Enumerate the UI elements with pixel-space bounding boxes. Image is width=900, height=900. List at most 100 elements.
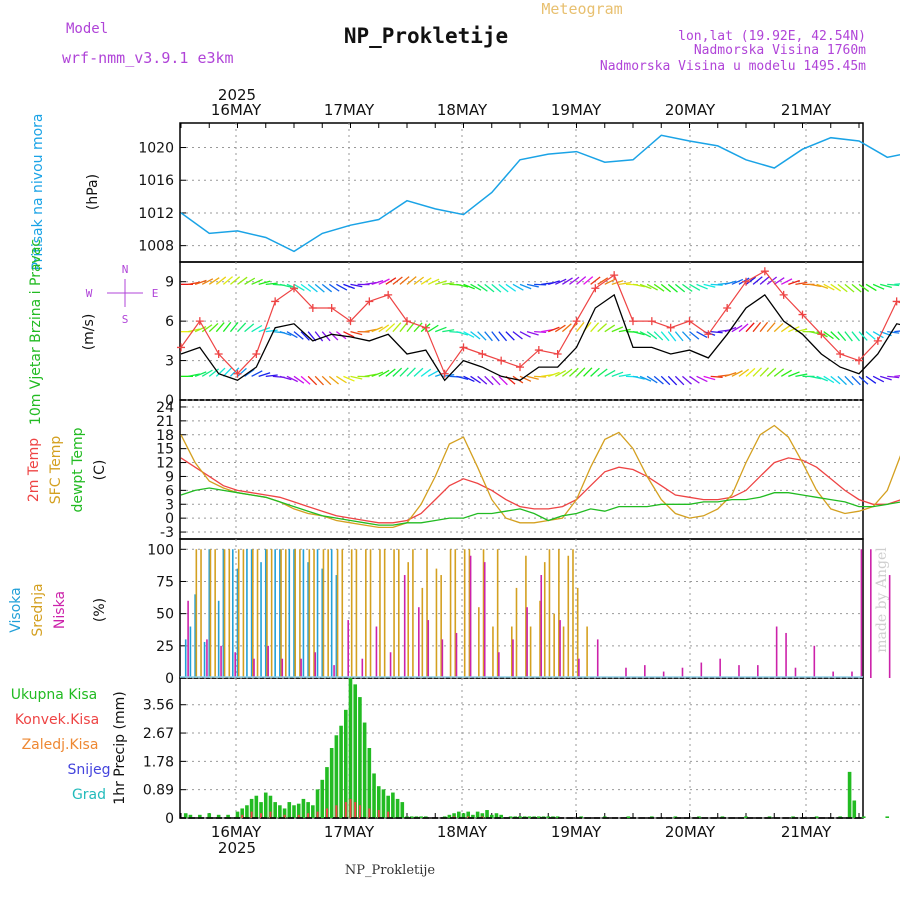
- page-title: NP_Prokletije: [344, 24, 508, 48]
- conv-precip-bar: [387, 811, 390, 818]
- wind-arrow: [632, 283, 645, 288]
- wind-gust-marker: [421, 323, 430, 332]
- wind-arrow: [300, 375, 311, 385]
- wind-arrow: [321, 283, 333, 293]
- wind-arrow: [887, 283, 900, 287]
- wind-arrow: [681, 331, 692, 341]
- wind-arrow: [894, 375, 900, 377]
- wind-arrow: [314, 375, 325, 386]
- wind-gust-marker: [290, 284, 298, 293]
- wind-arrow: [773, 322, 784, 333]
- y-tick-label: 9: [165, 275, 174, 291]
- y-tick-label: 24: [156, 400, 174, 416]
- total-precip-bar: [744, 816, 748, 818]
- total-precip-bar: [838, 816, 842, 818]
- wind-arrow: [667, 375, 678, 386]
- wind-arrow: [731, 278, 744, 285]
- total-precip-bar: [650, 816, 654, 818]
- total-precip-bar: [551, 816, 555, 818]
- wind-gust-marker: [779, 290, 788, 299]
- model-label: Model: [66, 21, 108, 37]
- wind-arrow: [392, 276, 403, 285]
- conv-precip-bar: [368, 808, 371, 818]
- panel-frame: [179, 677, 864, 819]
- conv-precip-bar: [481, 816, 484, 818]
- y-tick-label: 3.56: [143, 698, 174, 714]
- wind-arrow: [300, 283, 312, 292]
- wind-arrow: [498, 375, 508, 386]
- wind-arrow: [795, 373, 808, 377]
- conv-precip-bar: [377, 810, 380, 818]
- total-precip-bar: [278, 805, 282, 818]
- wind-gust-marker: [384, 290, 393, 299]
- compass-n: N: [122, 263, 129, 276]
- wind-arrow: [597, 277, 609, 285]
- wind-arrow: [477, 283, 488, 292]
- wind-arrow: [562, 277, 573, 285]
- total-precip-bar: [353, 684, 358, 818]
- wind-gust-marker: [591, 284, 600, 293]
- wind-arrow: [343, 375, 355, 382]
- total-precip-bar: [414, 816, 419, 818]
- conv-precip-bar: [354, 802, 357, 818]
- wind-arrow: [229, 367, 240, 377]
- day-label-top: 21MAY: [781, 101, 832, 119]
- wind-arrow: [413, 322, 423, 333]
- wind-arrow: [498, 331, 508, 342]
- wind-arrow: [385, 323, 396, 333]
- total-precip-bar: [480, 813, 485, 818]
- wind-arrow: [534, 375, 547, 378]
- conv-precip-bar: [283, 814, 286, 818]
- wind-arrow: [674, 283, 686, 293]
- wind-arrow: [258, 327, 271, 333]
- wind-arrow: [336, 283, 348, 291]
- wind-arrow: [491, 283, 502, 293]
- conv-precip-bar: [344, 802, 347, 818]
- conv-precip-bar: [316, 811, 319, 818]
- conv-precip-bar: [467, 816, 470, 818]
- precip-legend-item: Snijeg: [67, 762, 110, 778]
- wind-arrow: [561, 323, 572, 333]
- wind-arrow: [689, 283, 701, 291]
- total-precip-bar: [296, 803, 301, 818]
- conv-precip-bar: [269, 811, 272, 818]
- wind-arrow: [505, 283, 517, 292]
- total-precip-bar: [188, 814, 193, 818]
- wind-arrow: [851, 375, 861, 386]
- wind-arrow: [576, 367, 586, 377]
- wind-arrow: [611, 371, 624, 377]
- total-precip-bar: [183, 813, 188, 818]
- total-precip-bar: [546, 816, 551, 818]
- wind-arrow: [237, 276, 248, 285]
- total-precip-bar: [555, 816, 560, 818]
- y-tick-label: 100: [147, 542, 174, 558]
- total-precip-bar: [395, 798, 400, 818]
- total-precip-bar: [791, 816, 795, 818]
- y-tick-label: 50: [156, 607, 174, 623]
- wind-arrow: [597, 368, 608, 377]
- total-precip-bar: [522, 816, 527, 818]
- y-tick-label: 15: [156, 442, 174, 458]
- total-precip-bar: [626, 816, 631, 818]
- wind-arrow: [456, 331, 469, 336]
- wind-arrow: [780, 369, 792, 377]
- meteogram-label: Meteogram: [541, 0, 622, 18]
- model-name: wrf-nmm_v3.9.1 e3km: [62, 49, 234, 67]
- wind-arrow: [519, 375, 532, 382]
- total-precip-bar: [466, 811, 471, 818]
- total-precip-bar: [409, 816, 414, 818]
- wind-arrow: [321, 375, 332, 386]
- wind-arrow: [816, 375, 828, 382]
- total-precip-bar: [306, 802, 310, 818]
- wind-arrow: [575, 321, 585, 333]
- total-precip-bar: [315, 789, 320, 818]
- wind-arrow: [887, 331, 900, 334]
- total-precip-bar: [235, 811, 240, 818]
- total-precip-bar: [405, 816, 409, 818]
- wind-gust-marker: [760, 267, 769, 276]
- total-precip-bar: [320, 779, 325, 818]
- wind-arrow: [674, 331, 684, 342]
- wind-arrow: [823, 375, 835, 384]
- total-precip-bar: [489, 814, 494, 818]
